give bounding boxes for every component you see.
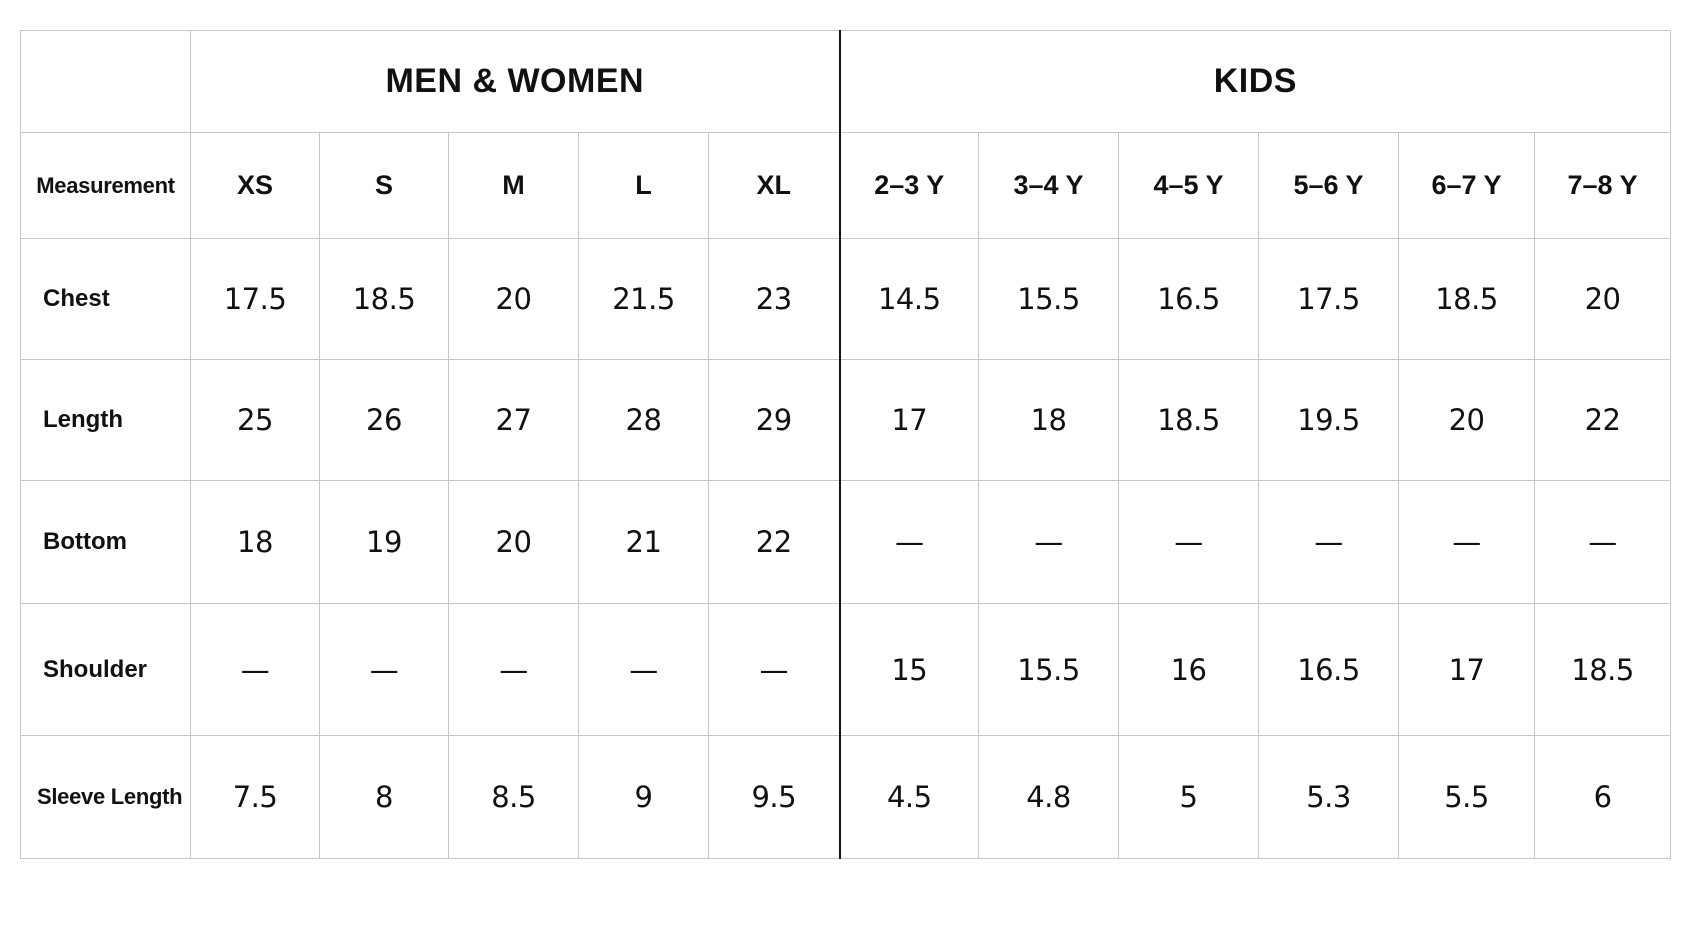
row-label-length: Length [20, 359, 191, 481]
table-cell: 20 [448, 238, 579, 360]
size-header-row: Measurement XS S M L XL 2–3 Y 3–4 Y 4–5 … [20, 132, 1672, 239]
table-cell: 18 [190, 480, 320, 604]
table-cell: — [1534, 480, 1672, 604]
table-cell: 5 [1118, 735, 1260, 859]
table-cell: 15.5 [978, 238, 1120, 360]
row-label-sleeve-length: Sleeve Length [20, 735, 191, 859]
table-cell: 17.5 [1258, 238, 1400, 360]
table-cell: 4.8 [978, 735, 1120, 859]
table-cell: 5.5 [1398, 735, 1536, 859]
table-cell: 19 [319, 480, 449, 604]
table-cell: — [190, 603, 320, 736]
table-cell: 21.5 [578, 238, 709, 360]
table-cell: 29 [707, 359, 841, 481]
table-cell: 18.5 [319, 238, 449, 360]
table-cell: 18.5 [1118, 359, 1260, 481]
table-cell: 22 [707, 480, 841, 604]
table-cell: 17 [838, 359, 980, 481]
table-cell: 4.5 [838, 735, 980, 859]
table-row-shoulder: Shoulder — — — — — 15 15.5 16 16.5 17 18… [20, 603, 1672, 736]
table-cell: 16.5 [1258, 603, 1400, 736]
measurement-header: Measurement [20, 132, 191, 239]
table-cell: 8.5 [448, 735, 579, 859]
table-cell: 28 [578, 359, 709, 481]
table-cell: 17 [1398, 603, 1536, 736]
table-row-chest: Chest 17.5 18.5 20 21.5 23 14.5 15.5 16.… [20, 238, 1672, 360]
table-cell: — [978, 480, 1120, 604]
table-cell: 17.5 [190, 238, 320, 360]
size-header-5-6y: 5–6 Y [1258, 132, 1400, 239]
table-cell: 19.5 [1258, 359, 1400, 481]
table-cell: 26 [319, 359, 449, 481]
group-header-kids: KIDS [838, 30, 1672, 133]
table-cell: — [578, 603, 709, 736]
table-cell: 8 [319, 735, 449, 859]
table-cell: — [707, 603, 841, 736]
size-header-m: M [448, 132, 579, 239]
table-cell: 6 [1534, 735, 1672, 859]
table-cell: — [1398, 480, 1536, 604]
size-header-xl: XL [707, 132, 841, 239]
table-cell: 16.5 [1118, 238, 1260, 360]
table-cell: 9.5 [707, 735, 841, 859]
table-cell: 16 [1118, 603, 1260, 736]
table-cell: — [1118, 480, 1260, 604]
row-label-chest: Chest [20, 238, 191, 360]
size-chart-table: MEN & WOMEN KIDS Measurement XS S M L XL… [20, 30, 1672, 859]
table-cell: 23 [707, 238, 841, 360]
table-cell: — [838, 480, 980, 604]
table-cell: 20 [1534, 238, 1672, 360]
table-cell: 18 [978, 359, 1120, 481]
table-cell: 5.3 [1258, 735, 1400, 859]
table-cell: 7.5 [190, 735, 320, 859]
table-cell: 18.5 [1398, 238, 1536, 360]
table-cell: 25 [190, 359, 320, 481]
table-cell: 22 [1534, 359, 1672, 481]
table-cell: 18.5 [1534, 603, 1672, 736]
group-header-men-women: MEN & WOMEN [189, 30, 841, 133]
row-label-bottom: Bottom [20, 480, 191, 604]
table-cell: — [1258, 480, 1400, 604]
size-header-6-7y: 6–7 Y [1398, 132, 1536, 239]
size-header-4-5y: 4–5 Y [1118, 132, 1260, 239]
table-cell: 20 [448, 480, 579, 604]
table-cell: 9 [578, 735, 709, 859]
table-cell: 27 [448, 359, 579, 481]
size-header-s: S [319, 132, 449, 239]
table-cell: 21 [578, 480, 709, 604]
table-row-length: Length 25 26 27 28 29 17 18 18.5 19.5 20… [20, 359, 1672, 481]
table-cell: 15.5 [978, 603, 1120, 736]
table-cell: 15 [838, 603, 980, 736]
table-cell: — [448, 603, 579, 736]
table-cell: — [319, 603, 449, 736]
size-header-xs: XS [190, 132, 320, 239]
size-header-7-8y: 7–8 Y [1534, 132, 1672, 239]
corner-cell [20, 30, 191, 133]
table-cell: 20 [1398, 359, 1536, 481]
row-label-shoulder: Shoulder [20, 603, 191, 736]
group-header-row: MEN & WOMEN KIDS [20, 30, 1672, 133]
size-header-l: L [578, 132, 709, 239]
size-header-2-3y: 2–3 Y [838, 132, 980, 239]
table-row-bottom: Bottom 18 19 20 21 22 — — — — — — [20, 480, 1672, 604]
table-row-sleeve-length: Sleeve Length 7.5 8 8.5 9 9.5 4.5 4.8 5 … [20, 735, 1672, 859]
table-cell: 14.5 [838, 238, 980, 360]
size-header-3-4y: 3–4 Y [978, 132, 1120, 239]
